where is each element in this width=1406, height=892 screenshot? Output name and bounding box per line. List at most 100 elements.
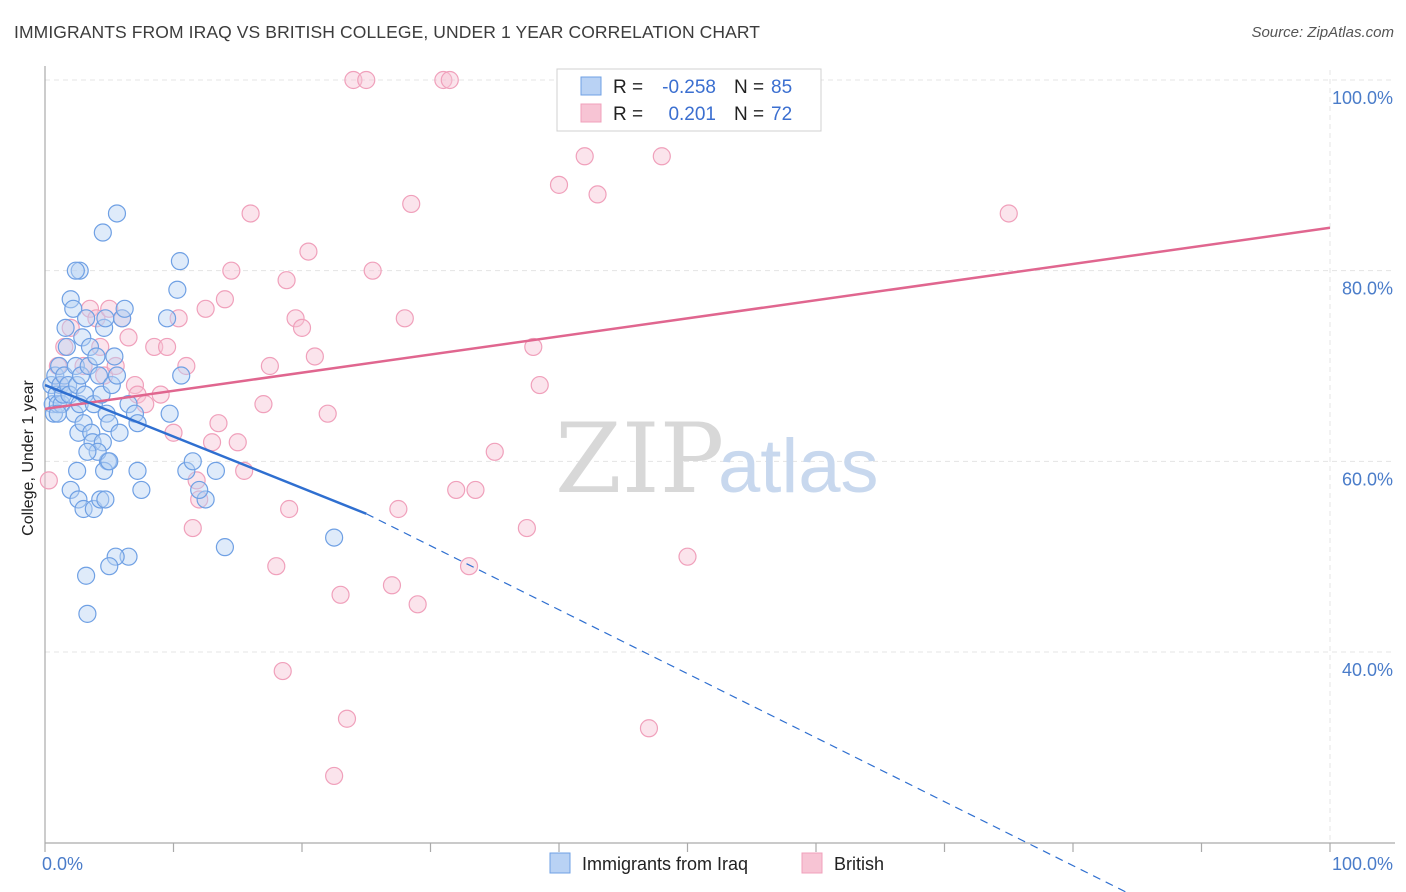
iraq-point-78	[190, 480, 209, 500]
british-point-55	[408, 595, 427, 614]
trend-lines	[44, 226, 1331, 892]
british-point-52	[389, 499, 408, 519]
iraq-point-43	[110, 423, 129, 442]
british-point-33	[241, 204, 260, 223]
legend-n-british: 72	[771, 104, 792, 125]
british-point-27	[202, 433, 222, 452]
x-tick-label-1: 100.0%	[1332, 854, 1393, 874]
legend-r-label-iraq: R =	[613, 77, 643, 98]
iraq-point-73	[160, 404, 179, 423]
british-point-39	[280, 499, 299, 519]
british-point-50	[363, 261, 382, 280]
series-legend: Immigrants from Iraq British	[549, 852, 884, 874]
iraq-point-22	[71, 366, 91, 385]
british-point-67	[588, 185, 607, 204]
british-point-59	[459, 557, 479, 576]
axes	[44, 66, 1395, 852]
british-point-41	[292, 318, 312, 337]
british-trend-line	[44, 226, 1331, 411]
iraq-point-69	[66, 261, 85, 280]
british-point-10	[100, 299, 119, 318]
british-point-22	[177, 356, 196, 376]
legend-swatch-british	[580, 103, 602, 123]
iraq-point-58	[96, 490, 115, 509]
y-axis-label: College, Under 1 year	[20, 380, 37, 536]
iraq-point-35	[95, 318, 114, 337]
british-points	[39, 70, 1018, 786]
legend-r-british: 0.201	[668, 104, 716, 125]
iraq-point-83	[128, 461, 147, 480]
british-point-65	[549, 175, 569, 194]
iraq-point-57	[91, 490, 110, 509]
y-tick-labels: 40.0% 60.0% 80.0% 100.0%	[1332, 88, 1393, 680]
iraq-point-79	[206, 461, 226, 480]
iraq-point-42	[107, 366, 127, 385]
iraq-point-16	[64, 299, 83, 318]
bottom-legend-swatch-iraq	[549, 852, 571, 874]
iraq-point-76	[183, 452, 202, 471]
iraq-point-30	[83, 433, 102, 452]
british-point-71	[999, 204, 1018, 223]
iraq-point-51	[78, 442, 97, 461]
y-tick-label-1: 60.0%	[1342, 469, 1393, 489]
bottom-legend-iraq: Immigrants from Iraq	[582, 854, 748, 874]
british-point-42	[299, 242, 318, 261]
iraq-point-60	[100, 452, 119, 471]
british-point-23	[183, 518, 202, 538]
bottom-legend-british: British	[834, 854, 884, 874]
iraq-point-11	[56, 318, 75, 337]
y-tick-label-2: 80.0%	[1342, 279, 1393, 299]
british-point-13	[119, 328, 138, 347]
watermark-zip: ZIP	[555, 403, 724, 515]
british-point-69	[652, 147, 671, 166]
british-point-34	[254, 395, 273, 414]
legend-n-label-british: N =	[734, 104, 764, 125]
iraq-point-28	[80, 337, 100, 357]
british-point-31	[228, 433, 247, 452]
iraq-point-53	[61, 480, 80, 500]
british-point-60	[466, 480, 485, 500]
chart-title: IMMIGRANTS FROM IRAQ VS BRITISH COLLEGE,…	[14, 22, 761, 42]
iraq-point-46	[119, 395, 138, 414]
iraq-point-33	[89, 366, 109, 385]
british-point-56	[434, 70, 453, 90]
iraq-point-82	[132, 480, 151, 500]
stats-legend: R = -0.258 N = 85 R = 0.201 N = 72	[556, 68, 822, 132]
british-point-53	[395, 309, 414, 328]
british-point-36	[267, 557, 286, 576]
british-point-61	[485, 442, 504, 461]
iraq-point-55	[74, 499, 93, 519]
british-point-51	[382, 576, 402, 595]
iraq-points	[42, 204, 344, 623]
iraq-point-59	[95, 461, 114, 480]
legend-n-label-iraq: N =	[734, 77, 764, 98]
iraq-point-12	[57, 337, 76, 357]
iraq-point-23	[73, 328, 92, 347]
british-point-30	[222, 261, 241, 280]
iraq-point-52	[68, 461, 87, 480]
iraq-point-62	[106, 547, 125, 566]
british-point-43	[305, 347, 324, 366]
british-point-66	[575, 147, 594, 166]
british-point-25	[190, 490, 209, 509]
iraq-point-49	[93, 433, 112, 452]
iraq-point-63	[100, 557, 119, 576]
british-point-64	[530, 375, 549, 395]
iraq-point-66	[93, 223, 112, 242]
iraq-point-75	[177, 461, 196, 480]
british-point-68	[639, 719, 659, 738]
british-point-8	[91, 337, 110, 357]
iraq-point-77	[196, 490, 215, 509]
iraq-point-24	[74, 414, 93, 433]
legend-r-iraq: -0.258	[662, 77, 716, 98]
british-point-40	[286, 309, 305, 328]
british-point-45	[325, 766, 344, 786]
iraq-trend-line	[44, 383, 367, 515]
iraq-point-32	[87, 347, 106, 366]
british-point-58	[447, 480, 466, 500]
british-point-47	[337, 709, 357, 728]
x-tick-labels: 0.0% 100.0%	[42, 854, 1393, 874]
iraq-point-26	[77, 309, 96, 328]
british-point-44	[318, 404, 337, 423]
